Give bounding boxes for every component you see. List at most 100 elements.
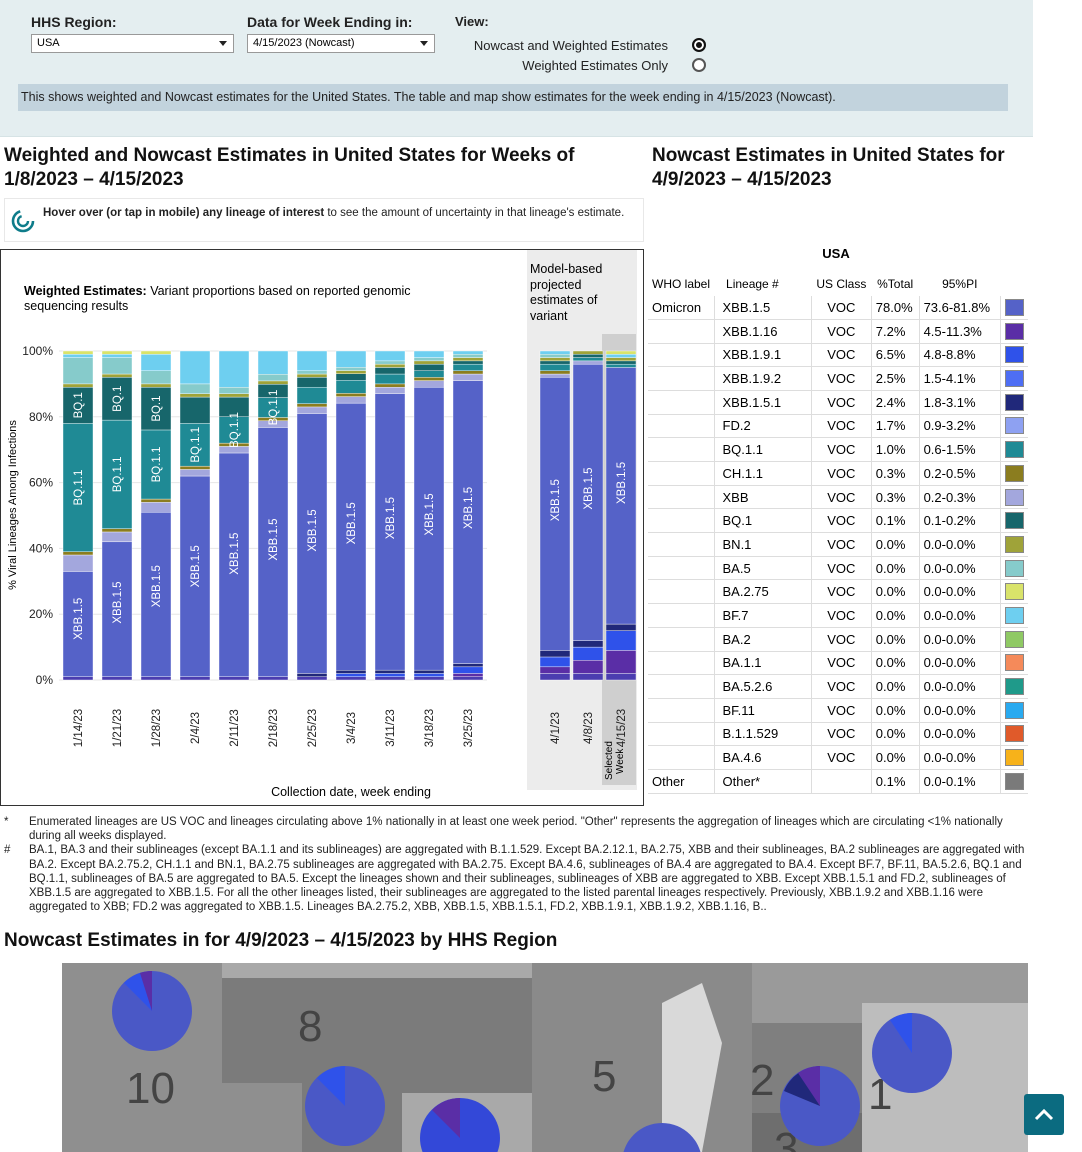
bar-segment-xbb-1-9-1[interactable] bbox=[452, 666, 484, 674]
bar-segment-bn-1[interactable] bbox=[296, 373, 328, 378]
bar-segment-xbb[interactable] bbox=[452, 373, 484, 381]
table-row[interactable]: BA.5.2.6 VOC 0.0% 0.0-0.0% bbox=[648, 674, 1028, 699]
bar-segment-bq-1[interactable] bbox=[140, 386, 172, 431]
bar-segment-bq-1[interactable] bbox=[179, 396, 211, 424]
bar-segment-xbb[interactable] bbox=[335, 396, 367, 404]
bar-segment-xbb-1-5[interactable] bbox=[605, 367, 637, 625]
bar-segment-xbb-1-5[interactable] bbox=[335, 402, 367, 671]
bar-segment-xbb-1-5-1[interactable] bbox=[572, 640, 604, 648]
week-select[interactable]: 4/15/2023 (Nowcast) bbox=[247, 34, 435, 53]
bar-segment-bq-1-1[interactable] bbox=[296, 386, 328, 404]
bar-segment-bn-1[interactable] bbox=[62, 383, 94, 388]
bar-segment-xbb-1-5[interactable] bbox=[296, 413, 328, 674]
table-row[interactable]: BQ.1.1 VOC 1.0% 0.6-1.5% bbox=[648, 437, 1028, 462]
bar-segment-ba-2-75[interactable] bbox=[101, 350, 133, 355]
bar-segment-ba-5[interactable] bbox=[179, 383, 211, 394]
bar-segment-bn-1[interactable] bbox=[452, 357, 484, 362]
bar-segment-bq-1-1[interactable] bbox=[62, 423, 94, 552]
scroll-to-top-button[interactable] bbox=[1024, 1094, 1064, 1135]
view-option-weighted[interactable]: Weighted Estimates Only bbox=[522, 58, 668, 73]
bar-segment-xbb[interactable] bbox=[374, 386, 406, 394]
bar-segment-other[interactable] bbox=[257, 676, 289, 681]
bar-segment-bn-1[interactable] bbox=[101, 373, 133, 378]
bar-segment-bn-1[interactable] bbox=[218, 393, 250, 398]
bar-segment-xbb-1-9-1[interactable] bbox=[335, 673, 367, 677]
bar-segment-bf-7[interactable] bbox=[413, 350, 445, 358]
table-row[interactable]: BA.2.75 VOC 0.0% 0.0-0.0% bbox=[648, 579, 1028, 604]
bar-segment-ba-5[interactable] bbox=[413, 357, 445, 362]
bar-segment-bq-1-1[interactable] bbox=[413, 370, 445, 378]
table-row[interactable]: BF.11 VOC 0.0% 0.0-0.0% bbox=[648, 698, 1028, 723]
bar-segment-bf-7[interactable] bbox=[140, 354, 172, 371]
bar-segment-other[interactable] bbox=[296, 676, 328, 681]
bar-segment-bq-1-1[interactable] bbox=[218, 416, 250, 444]
bar-segment-xbb[interactable] bbox=[179, 469, 211, 477]
table-row[interactable]: Omicron XBB.1.5 VOC 78.0% 73.6-81.8% bbox=[648, 295, 1028, 320]
bar-segment-bf-7[interactable] bbox=[62, 354, 94, 358]
bar-segment-bq-1[interactable] bbox=[539, 360, 571, 365]
bar-segment-ch-1-1[interactable] bbox=[62, 551, 94, 556]
bar-segment-other[interactable] bbox=[335, 676, 367, 681]
bar-segment-bq-1[interactable] bbox=[374, 367, 406, 375]
bar-segment-ba-5[interactable] bbox=[539, 354, 571, 358]
bar-segment-bn-1[interactable] bbox=[539, 357, 571, 362]
table-row[interactable]: XBB.1.16 VOC 7.2% 4.5-11.3% bbox=[648, 319, 1028, 344]
bar-segment-ch-1-1[interactable] bbox=[539, 370, 571, 375]
table-row[interactable]: BA.4.6 VOC 0.0% 0.0-0.0% bbox=[648, 745, 1028, 770]
table-row[interactable]: FD.2 VOC 1.7% 0.9-3.2% bbox=[648, 414, 1028, 438]
bar-segment-bq-1[interactable] bbox=[413, 363, 445, 371]
table-row[interactable]: BQ.1 VOC 0.1% 0.1-0.2% bbox=[648, 508, 1028, 533]
bar-segment-other[interactable] bbox=[101, 676, 133, 681]
table-row[interactable]: XBB.1.9.1 VOC 6.5% 4.8-8.8% bbox=[648, 343, 1028, 367]
pie-region-1[interactable] bbox=[872, 1013, 952, 1093]
bar-segment-bq-1[interactable] bbox=[101, 377, 133, 421]
bar-segment-xbb-1-5-1[interactable] bbox=[605, 623, 637, 631]
bar-segment-xbb-1-5-1[interactable] bbox=[296, 673, 328, 677]
bar-segment-ba-5[interactable] bbox=[335, 367, 367, 371]
bar-segment-other[interactable] bbox=[413, 676, 445, 681]
bar-segment-ch-1-1[interactable] bbox=[374, 383, 406, 388]
table-row[interactable]: XBB.1.9.2 VOC 2.5% 1.5-4.1% bbox=[648, 366, 1028, 391]
pie-region-8[interactable] bbox=[305, 1066, 385, 1146]
bar-segment-xbb-1-5[interactable] bbox=[179, 475, 211, 677]
bar-segment-ch-1-1[interactable] bbox=[179, 465, 211, 470]
bar-segment-xbb-1-9-1[interactable] bbox=[374, 673, 406, 677]
bar-segment-ba-5[interactable] bbox=[218, 386, 250, 394]
bar-segment-bq-1[interactable] bbox=[296, 377, 328, 388]
table-row[interactable]: BA.1.1 VOC 0.0% 0.0-0.0% bbox=[648, 651, 1028, 675]
bar-segment-bn-1[interactable] bbox=[572, 350, 604, 355]
bar-segment-xbb[interactable] bbox=[413, 380, 445, 388]
bar-segment-xbb-1-5[interactable] bbox=[140, 512, 172, 677]
pie-region-5[interactable] bbox=[420, 1098, 500, 1152]
bar-segment-ch-1-1[interactable] bbox=[296, 403, 328, 408]
bar-segment-xbb[interactable] bbox=[572, 360, 604, 365]
bar-segment-other[interactable] bbox=[62, 676, 94, 681]
bar-segment-bf-7[interactable] bbox=[179, 350, 211, 385]
bar-segment-bn-1[interactable] bbox=[257, 380, 289, 385]
bar-segment-other[interactable] bbox=[572, 673, 604, 681]
radio-nowcast[interactable] bbox=[692, 38, 706, 52]
bar-segment-bn-1[interactable] bbox=[179, 393, 211, 398]
bar-segment-bn-1[interactable] bbox=[605, 357, 637, 362]
view-option-nowcast[interactable]: Nowcast and Weighted Estimates bbox=[473, 38, 668, 53]
bar-segment-bf-7[interactable] bbox=[335, 350, 367, 368]
bar-segment-bq-1[interactable] bbox=[572, 354, 604, 358]
bar-segment-xbb-1-9-1[interactable] bbox=[413, 673, 445, 677]
table-row[interactable]: B.1.1.529 VOC 0.0% 0.0-0.0% bbox=[648, 722, 1028, 746]
bar-segment-bf-7[interactable] bbox=[296, 350, 328, 371]
table-row[interactable]: CH.1.1 VOC 0.3% 0.2-0.5% bbox=[648, 461, 1028, 486]
bar-segment-ch-1-1[interactable] bbox=[413, 377, 445, 381]
table-row[interactable]: XBB.1.5.1 VOC 2.4% 1.8-3.1% bbox=[648, 390, 1028, 415]
table-row[interactable]: BN.1 VOC 0.0% 0.0-0.0% bbox=[648, 532, 1028, 557]
bar-segment-bn-1[interactable] bbox=[413, 360, 445, 365]
bar-segment-ba-5[interactable] bbox=[62, 357, 94, 385]
table-row[interactable]: Other Other* 0.1% 0.0-0.1% bbox=[648, 769, 1028, 794]
bar-segment-other[interactable] bbox=[605, 673, 637, 681]
pie-region-3[interactable] bbox=[622, 1123, 702, 1152]
bar-segment-bq-1-1[interactable] bbox=[140, 429, 172, 500]
bar-segment-xbb-1-9-1[interactable] bbox=[605, 630, 637, 651]
pie-region-2[interactable] bbox=[780, 1066, 860, 1146]
bar-segment-ch-1-1[interactable] bbox=[452, 370, 484, 375]
bar-segment-xbb-1-5-1[interactable] bbox=[335, 670, 367, 674]
bar-segment-bf-7[interactable] bbox=[101, 354, 133, 358]
